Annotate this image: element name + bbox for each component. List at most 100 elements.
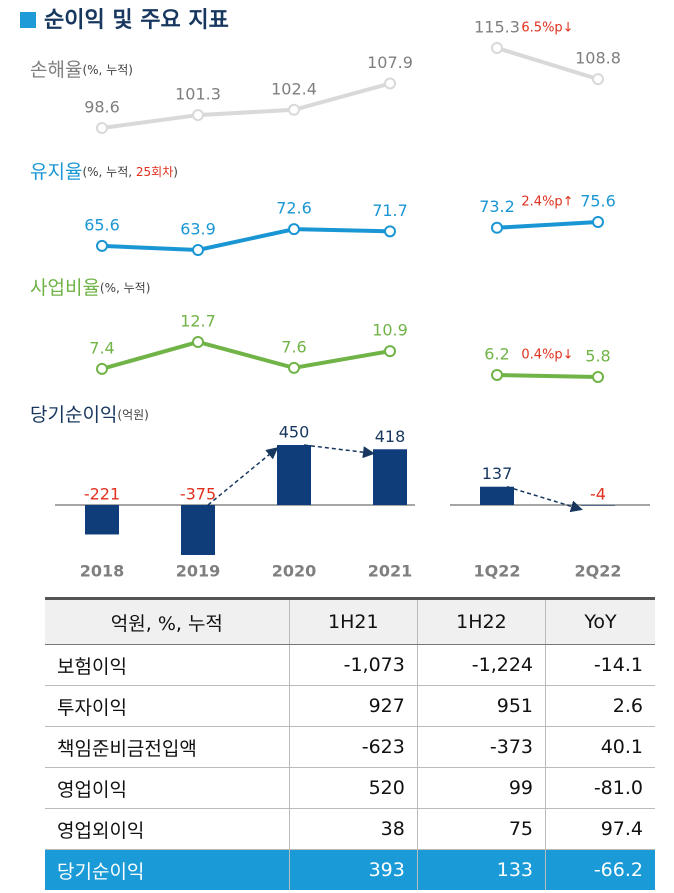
table-cell: -1,224 (416, 644, 546, 686)
table-row: 보험이익 -1,073 -1,224 -14.1 (45, 644, 655, 686)
data-label: 10.9 (372, 321, 408, 340)
table-cell: 당기순이익 (45, 849, 290, 890)
table-cell: 75 (416, 808, 546, 850)
data-label: 73.2 (479, 197, 515, 216)
table-row: 투자이익 927 951 2.6 (45, 685, 655, 727)
data-point (592, 73, 604, 86)
data-point (592, 216, 604, 228)
table-cell: 1H22 (416, 597, 546, 645)
data-point (96, 239, 108, 252)
table-row: 억원, %, 누적 1H21 1H22 YoY (45, 597, 655, 645)
chart-unit: (억원) (117, 408, 148, 422)
data-point (592, 371, 604, 383)
data-label: 72.6 (276, 199, 312, 218)
trend-arrow (506, 486, 583, 513)
data-label: 6.2 (484, 344, 509, 363)
title-marker (20, 12, 36, 28)
series-line (101, 339, 391, 371)
data-label: 107.9 (367, 53, 413, 72)
chart-unit: (%, 누적, (82, 165, 135, 179)
table-row: 책임준비금전입액 -623 -373 40.1 (45, 726, 655, 768)
chart-title-text: 당기순이익 (30, 404, 117, 426)
table-cell: -373 (416, 726, 546, 768)
bar (277, 445, 311, 505)
table-cell: 책임준비금전입액 (45, 726, 290, 768)
x-tick-label: 2021 (368, 562, 413, 581)
change-label: 0.4%p↓ (521, 347, 573, 362)
series-line (496, 372, 599, 379)
chart-title: 유지율(%, 누적, 25회차) (30, 161, 178, 183)
table-cell: 투자이익 (45, 685, 290, 727)
table-cell: -623 (288, 726, 418, 768)
change-label: 2.4%p↑ (521, 195, 573, 210)
chart-unit: (%, 누적) (100, 281, 150, 295)
x-tick-label: 2018 (80, 562, 125, 581)
data-label: 71.7 (372, 201, 408, 220)
series-line (101, 81, 391, 130)
data-point (192, 109, 204, 122)
table-cell: -81.0 (545, 767, 655, 809)
data-point (384, 77, 396, 90)
data-label: 5.8 (585, 347, 610, 366)
table-cell: YoY (545, 597, 655, 645)
table-row: 영업이익 520 99 -81.0 (45, 767, 655, 809)
table-cell: 520 (288, 767, 418, 809)
page-title: 순이익 및 주요 지표 (44, 8, 229, 33)
table-cell: 38 (288, 808, 418, 850)
table-cell: 927 (288, 685, 418, 727)
data-point (96, 122, 108, 134)
table-cell: -1,073 (288, 644, 418, 686)
chart-title-text: 사업비율 (30, 277, 100, 299)
series-line (496, 220, 599, 230)
table-row: 당기순이익 393 133 -66.2 (45, 849, 655, 890)
bar (480, 486, 514, 505)
chart-unit: 25회차 (136, 165, 173, 179)
data-label: 65.6 (84, 215, 120, 234)
data-point (384, 345, 396, 358)
data-point (384, 225, 396, 238)
data-label: 7.6 (281, 337, 306, 356)
table-cell: 2.6 (545, 685, 655, 727)
table-cell: 951 (416, 685, 546, 727)
data-label: 137 (482, 464, 513, 483)
series-line (496, 46, 599, 82)
data-point (288, 223, 300, 236)
trend-arrow (303, 444, 375, 459)
chart-title-text: 유지율 (30, 161, 82, 183)
data-label: 98.6 (84, 98, 120, 117)
data-label: 450 (279, 423, 310, 442)
chart-title: 손해율(%, 누적) (30, 59, 133, 81)
table-cell: 보험이익 (45, 644, 290, 686)
data-label: -221 (84, 485, 120, 504)
x-tick-label: 2019 (176, 562, 221, 581)
data-label: 63.9 (180, 220, 216, 239)
bar (581, 505, 615, 506)
data-point (192, 244, 204, 256)
data-point (491, 42, 503, 54)
data-label: -4 (590, 485, 606, 504)
chart-unit: (%, 누적) (82, 63, 132, 77)
table-cell: 1H21 (288, 597, 418, 645)
bar (373, 449, 407, 505)
data-label: 12.7 (180, 312, 216, 331)
table-cell: 133 (416, 849, 546, 890)
data-label: -375 (180, 485, 216, 504)
x-tick-label: 2020 (272, 562, 317, 581)
data-label: 108.8 (575, 49, 621, 68)
x-tick-label: 1Q22 (474, 562, 521, 581)
table-cell: 97.4 (545, 808, 655, 850)
trend-arrow (207, 447, 279, 506)
table-cell: 40.1 (545, 726, 655, 768)
chart-unit: ) (173, 165, 178, 179)
table-cell: 억원, %, 누적 (45, 597, 290, 645)
table-cell: 393 (288, 849, 418, 890)
chart-title: 당기순이익(억원) (30, 404, 149, 426)
table-cell: 영업이익 (45, 767, 290, 809)
chart-title: 사업비율(%, 누적) (30, 277, 150, 299)
table-row: 영업외이익 38 75 97.4 (45, 808, 655, 850)
data-point (491, 221, 503, 234)
data-point (491, 368, 503, 381)
data-label: 7.4 (89, 338, 114, 357)
